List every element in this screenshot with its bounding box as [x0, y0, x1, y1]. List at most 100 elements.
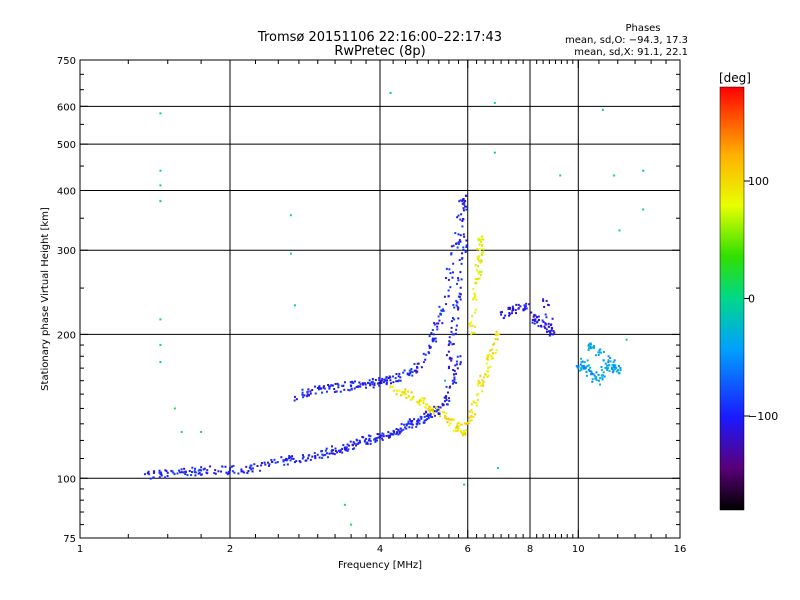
data-point: [475, 402, 478, 405]
data-point: [197, 472, 200, 475]
data-point: [302, 396, 305, 399]
data-point: [453, 369, 456, 372]
data-point: [593, 344, 596, 347]
data-point: [473, 292, 476, 295]
data-point: [363, 382, 366, 385]
data-point: [460, 278, 463, 281]
data-point: [170, 469, 173, 472]
data-point: [282, 460, 285, 463]
data-point: [302, 455, 305, 458]
data-point: [447, 367, 450, 370]
data-point: [421, 397, 424, 400]
data-point: [455, 328, 458, 331]
data-point: [477, 380, 480, 383]
data-point: [149, 477, 152, 480]
data-point: [345, 447, 348, 450]
data-point: [319, 387, 322, 390]
data-point: [463, 422, 466, 425]
data-point: [470, 403, 473, 406]
data-point: [313, 385, 316, 388]
data-point: [339, 450, 342, 453]
data-point: [453, 306, 456, 309]
data-point: [303, 394, 306, 397]
data-point: [605, 367, 608, 370]
data-point: [191, 466, 194, 469]
data-point: [392, 381, 395, 384]
data-point: [295, 398, 298, 401]
data-point: [456, 355, 459, 358]
data-point: [411, 396, 414, 399]
data-point: [462, 198, 465, 201]
data-point: [461, 200, 464, 203]
data-point: [581, 365, 584, 368]
data-point: [373, 382, 376, 385]
data-point: [408, 418, 411, 421]
data-point: [404, 388, 407, 391]
data-point: [480, 235, 483, 238]
data-point: [615, 367, 618, 370]
data-point: [475, 404, 478, 407]
data-point: [448, 419, 451, 422]
data-point: [178, 469, 181, 472]
data-point: [473, 295, 476, 298]
data-point: [402, 391, 405, 394]
data-point: [613, 365, 616, 368]
data-point: [180, 471, 183, 474]
data-point: [293, 395, 296, 398]
data-point: [301, 391, 304, 394]
data-point: [214, 472, 217, 475]
data-point: [548, 334, 551, 337]
data-point: [613, 174, 616, 177]
data-point: [372, 386, 375, 389]
data-point: [585, 366, 588, 369]
data-point: [416, 421, 419, 424]
data-point: [471, 411, 474, 414]
data-point: [423, 412, 426, 415]
data-point: [298, 460, 301, 463]
data-point: [290, 457, 293, 460]
data-point: [587, 368, 590, 371]
data-point: [547, 322, 550, 325]
data-point: [463, 235, 466, 238]
data-point: [553, 331, 556, 334]
data-point: [359, 383, 362, 386]
data-point: [365, 386, 368, 389]
data-point: [452, 373, 455, 376]
data-point: [481, 252, 484, 255]
data-point: [213, 472, 216, 475]
data-point: [508, 307, 511, 310]
data-point: [427, 414, 430, 417]
data-point: [369, 384, 372, 387]
data-point: [260, 464, 263, 467]
data-point: [531, 319, 534, 322]
data-point: [389, 386, 392, 389]
data-point: [514, 312, 517, 315]
data-point: [381, 378, 384, 381]
data-point: [443, 379, 446, 382]
data-point: [373, 384, 376, 387]
data-point: [424, 410, 427, 413]
data-point: [534, 314, 537, 317]
data-point: [455, 304, 458, 307]
data-point: [409, 420, 412, 423]
data-point: [442, 309, 445, 312]
data-point: [496, 333, 499, 336]
data-point: [446, 421, 449, 424]
data-point: [355, 385, 358, 388]
data-point: [468, 323, 471, 326]
y-axis-label: Stationary phase Virtual Height [km]: [40, 207, 51, 391]
data-point: [550, 333, 553, 336]
data-point: [591, 372, 594, 375]
data-point: [488, 353, 491, 356]
data-point: [478, 381, 481, 384]
data-point: [280, 456, 283, 459]
data-point: [318, 385, 321, 388]
data-point: [396, 389, 399, 392]
data-point: [426, 418, 429, 421]
data-point: [425, 403, 428, 406]
data-point: [432, 412, 435, 415]
data-point: [465, 244, 468, 247]
data-point: [230, 465, 233, 468]
y-tick-label: 200: [57, 330, 76, 341]
data-point: [523, 304, 526, 307]
